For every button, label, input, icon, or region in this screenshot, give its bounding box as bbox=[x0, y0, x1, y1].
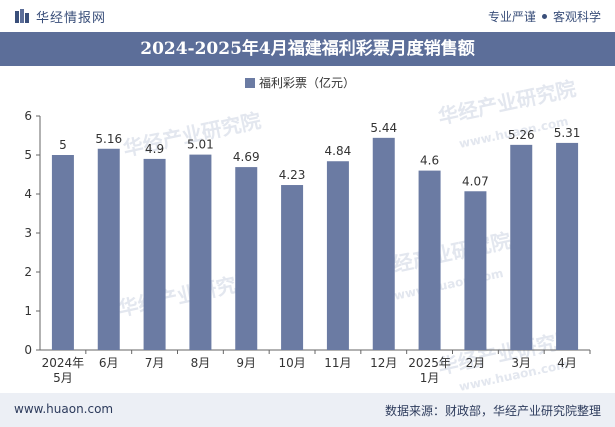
x-tick-label: 2月 bbox=[466, 356, 486, 370]
x-tick-label: 4月 bbox=[557, 356, 577, 370]
bar bbox=[143, 158, 166, 350]
footer-source: 数据来源：财政部，华经产业研究院整理 bbox=[384, 404, 601, 418]
axes: 0 1 2 3 4 5 6 2024年 5月 6月 7月 8月 9月 10月 11月 12月 2025年 1月 2月… bbox=[24, 109, 591, 385]
bar bbox=[97, 148, 120, 350]
bar-value-label: 4.07 bbox=[462, 174, 489, 188]
legend-swatch bbox=[245, 78, 255, 88]
bar-value-label: 5.01 bbox=[187, 138, 214, 152]
y-tick-label: 2 bbox=[24, 265, 32, 279]
y-tick-label: 4 bbox=[24, 187, 32, 201]
x-tick-label: 2025年 1月 bbox=[408, 356, 451, 385]
bar bbox=[372, 137, 395, 350]
x-tick-label: 9月 bbox=[236, 356, 256, 370]
bar-value-label: 4.84 bbox=[325, 144, 352, 158]
x-tick-label: 10月 bbox=[278, 356, 305, 370]
bar bbox=[326, 161, 349, 350]
x-tick-label: 2024年 5月 bbox=[42, 356, 85, 385]
bar-value-label: 5.26 bbox=[508, 128, 535, 142]
bar-value-label: 4.9 bbox=[145, 142, 164, 156]
brand-name: 华经情报网 bbox=[36, 10, 107, 26]
tagline-1: 专业严谨 bbox=[487, 10, 536, 24]
bar bbox=[281, 185, 304, 350]
bar bbox=[51, 155, 74, 350]
legend-label: 福利彩票（亿元） bbox=[259, 75, 355, 90]
brand[interactable]: 华经情报网 bbox=[14, 6, 106, 26]
top-bar: 华经情报网 专业严谨 客观科学 bbox=[0, 0, 615, 32]
x-tick-label: 3月 bbox=[511, 356, 531, 370]
bar-value-label: 5.31 bbox=[554, 126, 581, 140]
y-tick-label: 0 bbox=[24, 343, 32, 357]
bar bbox=[418, 170, 441, 350]
y-tick-label: 5 bbox=[24, 148, 32, 162]
bar-value-label: 4.6 bbox=[420, 154, 439, 168]
bar bbox=[556, 142, 579, 350]
bar bbox=[189, 154, 212, 350]
bar-value-label: 4.23 bbox=[279, 168, 306, 182]
x-tick-label: 11月 bbox=[324, 356, 351, 370]
tagline-2: 客观科学 bbox=[552, 10, 601, 24]
x-tick-label: 12月 bbox=[370, 356, 397, 370]
footer-website[interactable]: www.huaon.com bbox=[14, 402, 114, 416]
bar bbox=[510, 144, 533, 350]
x-tick-label: 8月 bbox=[191, 356, 211, 370]
x-tick-label: 7月 bbox=[145, 356, 165, 370]
chart-title: 2024-2025年4月福建福利彩票月度销售额 bbox=[0, 32, 615, 66]
legend: 福利彩票（亿元） bbox=[245, 75, 355, 90]
bars bbox=[51, 137, 579, 350]
y-tick-label: 3 bbox=[24, 226, 32, 240]
bar-value-label: 5.16 bbox=[95, 132, 122, 146]
x-tick-label: 6月 bbox=[99, 356, 119, 370]
tagline: 专业严谨 客观科学 bbox=[488, 8, 601, 25]
data-labels: 5 5.16 4.9 5.01 4.69 4.23 4.84 5.44 4.6 4.07 5.26 5… bbox=[59, 121, 580, 188]
bar-logo-icon bbox=[15, 9, 29, 23]
bar-value-label: 5.44 bbox=[370, 121, 397, 135]
bar bbox=[235, 167, 258, 350]
bar-chart: 华经产业研究院 www.huaon.com 华经产业研究院 华经产业研究院 ww… bbox=[24, 75, 591, 393]
footer: www.huaon.com 数据来源：财政部，华经产业研究院整理 bbox=[0, 393, 615, 427]
bar-value-label: 4.69 bbox=[233, 150, 260, 164]
y-tick-label: 1 bbox=[24, 304, 32, 318]
dot-icon bbox=[541, 14, 547, 19]
bar-value-label: 5 bbox=[59, 138, 67, 152]
bar bbox=[464, 191, 487, 350]
y-tick-label: 6 bbox=[24, 109, 32, 123]
